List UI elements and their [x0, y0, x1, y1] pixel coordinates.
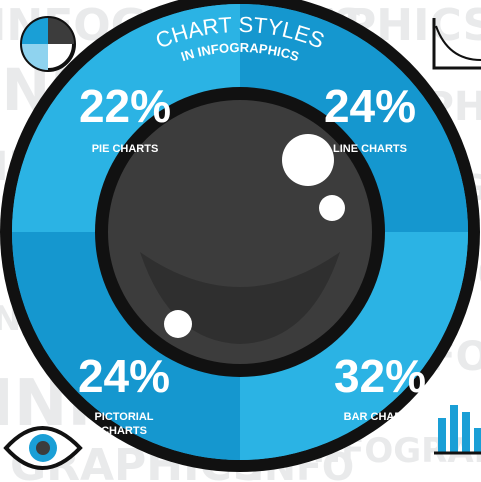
bar-icon-bar-1	[450, 405, 458, 452]
category-label-pictorial-charts-0: PICTORIAL	[94, 411, 153, 423]
bar-icon-bar-3	[474, 428, 481, 452]
highlight-small	[164, 310, 192, 338]
pie-chart-icon	[20, 16, 76, 72]
value-label-pictorial-charts: 24%	[78, 350, 170, 402]
highlight-large	[282, 134, 334, 186]
eye-icon	[3, 426, 83, 470]
category-label-pie-charts: PIE CHARTS	[92, 143, 159, 155]
value-label-pie-charts: 22%	[79, 80, 171, 132]
value-label-line-charts: 24%	[324, 80, 416, 132]
bar-icon-bar-2	[462, 412, 470, 452]
category-label-pictorial-charts-1: CHARTS	[101, 425, 147, 437]
category-label-line-charts: LINE CHARTS	[333, 143, 407, 155]
value-label-bar-charts: 32%	[334, 350, 426, 402]
category-label-bar-charts: BAR CHARTS	[344, 411, 417, 423]
bar-chart-icon	[434, 405, 481, 455]
line-chart-icon	[432, 18, 481, 70]
highlight-medium	[319, 195, 345, 221]
bar-icon-bar-0	[438, 418, 446, 452]
